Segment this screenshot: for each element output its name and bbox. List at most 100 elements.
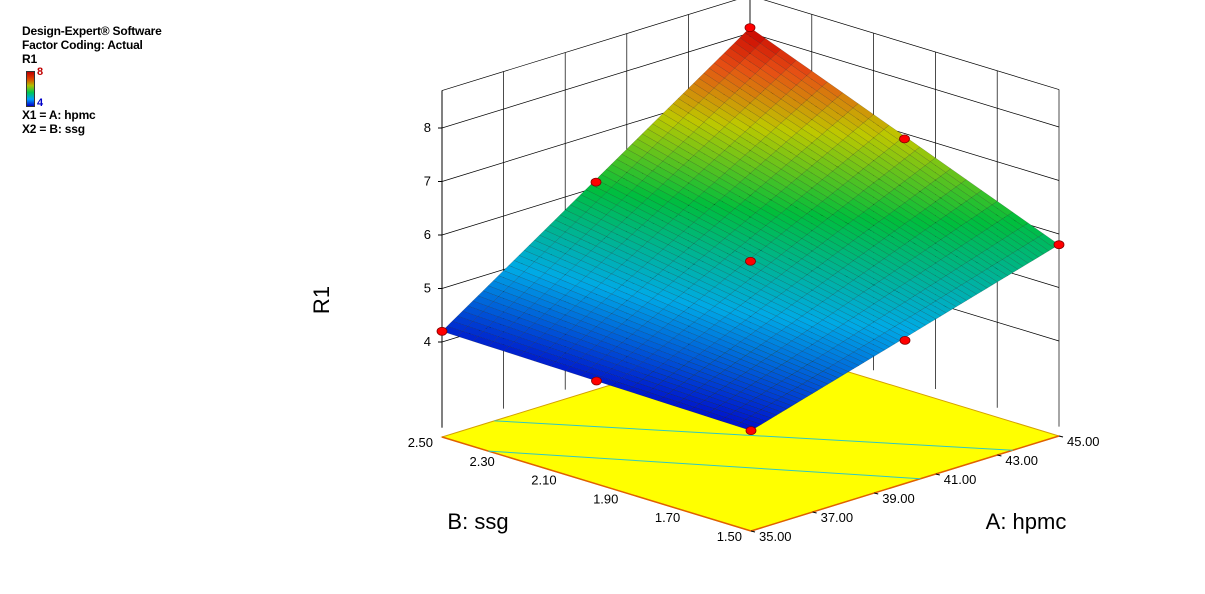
surface-patch	[549, 284, 571, 296]
surface-patch	[765, 301, 788, 313]
surface-patch	[955, 265, 978, 279]
surface-patch	[652, 232, 674, 246]
surface-patch	[719, 369, 741, 380]
surface-patch	[688, 131, 710, 147]
surface-patch	[529, 342, 551, 353]
surface-patch	[960, 262, 983, 276]
surface-patch	[796, 315, 818, 328]
surface-patch	[878, 129, 900, 145]
hpmc-tick	[874, 492, 879, 495]
surface-patch	[1027, 240, 1050, 255]
surface-patch	[858, 345, 880, 357]
surface-patch	[950, 268, 973, 283]
surface-patch	[631, 162, 653, 177]
surface-patch	[565, 329, 587, 341]
ssg-tick-label: 1.90	[593, 491, 618, 506]
surface-patch	[770, 237, 792, 251]
surface-patch	[719, 278, 741, 291]
x2-definition: X2 = B: ssg	[22, 122, 85, 136]
z-tick-label: 4	[424, 334, 431, 349]
surface-patch	[719, 195, 741, 209]
surface-patch	[626, 333, 649, 345]
surface-patch	[775, 49, 797, 66]
surface-patch	[863, 324, 885, 337]
surface-patch	[708, 62, 730, 79]
surface-patch	[611, 289, 633, 301]
surface-patch	[642, 391, 664, 402]
surface-patch	[842, 223, 864, 238]
surface-patch	[873, 221, 895, 236]
surface-patch	[930, 262, 952, 276]
surface-patch	[513, 317, 535, 329]
surface-patch	[837, 162, 859, 178]
surface-patch	[780, 229, 803, 243]
surface-patch	[662, 244, 684, 257]
surface-patch	[734, 112, 756, 128]
surface-patch	[760, 323, 782, 335]
surface-patch	[929, 179, 952, 195]
surface-patch	[754, 93, 777, 109]
surface-patch	[662, 223, 684, 237]
surface-patch	[734, 375, 757, 386]
surface-patch	[847, 176, 869, 192]
surface-patch	[724, 121, 746, 137]
surface-patch	[935, 197, 957, 213]
surface-patch	[606, 252, 628, 265]
surface-patch	[693, 150, 715, 165]
surface-patch	[853, 313, 875, 326]
surface-patch	[605, 187, 628, 201]
surface-patch	[735, 391, 757, 402]
surface-patch	[683, 307, 705, 319]
surface-patch	[734, 305, 757, 317]
surface-patch	[776, 364, 798, 375]
surface-patch	[534, 277, 556, 290]
surface-patch	[595, 197, 617, 211]
surface-patch	[704, 363, 726, 374]
surface-patch	[749, 145, 772, 161]
surface-patch	[791, 387, 814, 397]
ssg-tick-label: 2.50	[408, 435, 433, 450]
surface-patch	[765, 58, 787, 75]
surface-patch	[688, 322, 710, 333]
surface-patch	[754, 43, 777, 60]
surface-patch	[945, 232, 967, 247]
surface-patch	[863, 229, 885, 243]
surface-patch	[734, 225, 756, 239]
surface-patch	[919, 165, 941, 181]
surface-patch	[790, 84, 813, 101]
surface-patch	[801, 274, 823, 287]
surface-patch	[919, 269, 942, 283]
surface-patch	[673, 315, 695, 327]
surface-patch	[981, 268, 1003, 283]
surface-patch	[960, 221, 983, 237]
surface-patch	[821, 129, 844, 145]
surface-patch	[780, 186, 803, 201]
surface-patch	[796, 217, 818, 231]
surface-patch	[708, 112, 730, 128]
surface-patch	[868, 339, 891, 351]
z-tick-label: 8	[424, 120, 431, 135]
surface-patch	[590, 326, 613, 338]
surface-patch	[652, 253, 674, 266]
surface-patch	[564, 269, 587, 282]
design-point	[899, 134, 910, 144]
surface-patch	[878, 258, 901, 272]
surface-patch	[812, 340, 834, 352]
surface-patch	[606, 273, 628, 286]
surface-patch	[729, 68, 751, 84]
surface-patch	[559, 294, 582, 307]
surface-patch	[647, 193, 669, 207]
surface-patch	[816, 222, 839, 236]
surface-patch	[647, 237, 669, 250]
surface-patch	[909, 194, 931, 210]
surface-patch	[806, 119, 828, 135]
surface-patch	[729, 290, 751, 302]
surface-patch	[760, 246, 782, 259]
surface-patch	[693, 195, 715, 210]
surface-patch	[673, 385, 695, 396]
surface-patch	[590, 224, 612, 237]
surface-patch	[683, 182, 705, 197]
surface-patch	[919, 307, 942, 320]
surface-patch	[529, 322, 551, 334]
surface-patch	[729, 92, 751, 109]
